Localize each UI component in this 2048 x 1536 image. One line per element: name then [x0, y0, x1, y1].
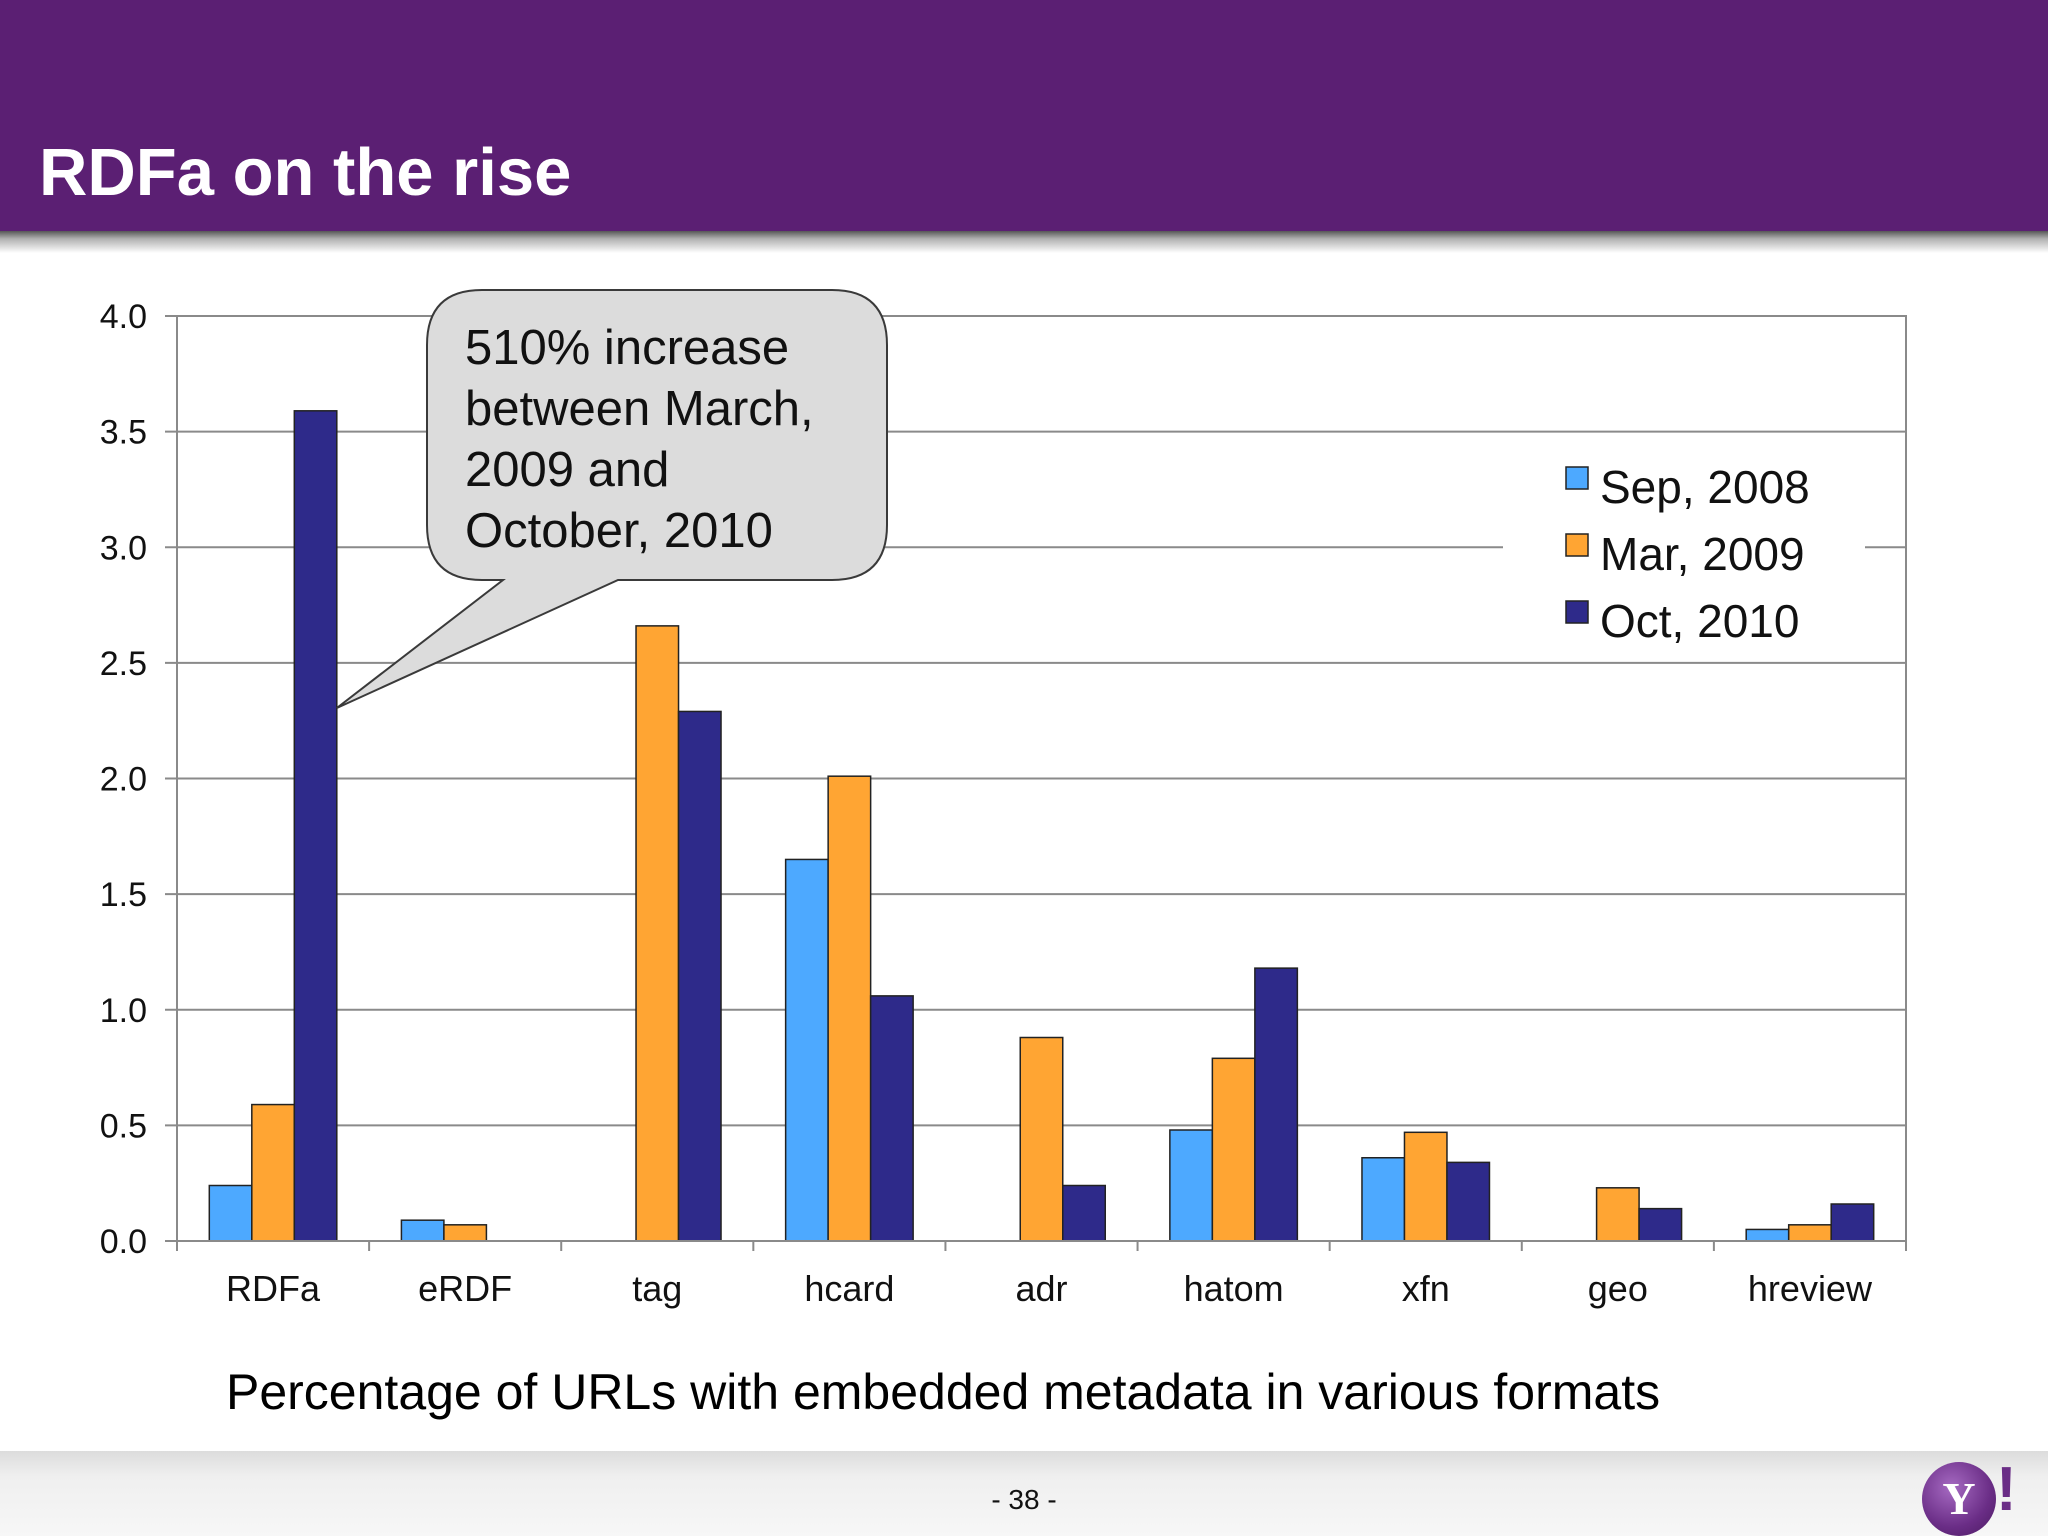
x-tick-label: hreview — [1748, 1268, 1873, 1309]
y-tick-label: 2.0 — [100, 761, 147, 799]
bar-hatom-series-1 — [1169, 1129, 1214, 1242]
bar-hcard-series-2 — [827, 775, 872, 1242]
bar-hcard-series-3 — [869, 995, 914, 1242]
yahoo-logo-icon: Y — [1922, 1462, 1996, 1536]
legend-swatch — [1565, 600, 1589, 624]
bar-tag-series-2 — [635, 625, 680, 1242]
y-tick-label: 3.0 — [100, 529, 147, 567]
annotation-callout: 510% increase between March, 2009 and Octob… — [336, 289, 888, 709]
footer-bar — [0, 1451, 2048, 1536]
y-tick-label: 0.5 — [100, 1107, 147, 1145]
legend-swatch — [1565, 466, 1589, 490]
bar-hreview-series-1 — [1745, 1228, 1790, 1242]
bar-hatom-series-2 — [1211, 1057, 1256, 1242]
slide-title: RDFa on the rise — [39, 135, 572, 210]
bar-rdfa-series-2 — [251, 1103, 296, 1242]
x-tick-label: tag — [632, 1268, 682, 1309]
bar-xfn-series-1 — [1361, 1157, 1406, 1242]
x-tick-label: geo — [1588, 1268, 1648, 1309]
bar-xfn-series-3 — [1446, 1161, 1491, 1242]
y-tick-label: 2.5 — [100, 645, 147, 683]
callout-bubble — [336, 289, 888, 709]
y-tick-labels: 0.0 0.5 1.0 1.5 2.0 2.5 3.0 3.5 4.0 — [100, 298, 147, 1261]
bar-hatom-series-3 — [1254, 967, 1299, 1242]
axes — [165, 315, 1907, 1251]
x-tick-label: adr — [1015, 1268, 1067, 1309]
yahoo-exclamation-mark: ! — [1996, 1455, 2017, 1524]
x-tick-label: RDFa — [226, 1268, 321, 1309]
bar-rdfa-series-3 — [293, 410, 338, 1242]
callout-text: 510% increase between March, 2009 and Octob… — [465, 321, 814, 558]
callout-line: October, 2010 — [465, 504, 773, 558]
legend-label: Mar, 2009 — [1600, 528, 1805, 580]
bar-erdf-series-2 — [443, 1224, 488, 1242]
title-bar — [0, 0, 2048, 231]
title-bar-shadow — [0, 231, 2048, 253]
bar-adr-series-2 — [1019, 1036, 1064, 1242]
legend-box — [1503, 444, 1865, 654]
legend-swatch — [1565, 533, 1589, 557]
chart-caption: Percentage of URLs with embedded metadat… — [226, 1364, 1661, 1420]
legend-label: Sep, 2008 — [1600, 461, 1810, 513]
y-tick-label: 1.0 — [100, 992, 147, 1030]
x-tick-labels: RDFa eRDF tag hcard adr hatom xfn geo hreview — [226, 1268, 1873, 1309]
bar-geo-series-3 — [1638, 1207, 1683, 1242]
bar-geo-series-2 — [1595, 1187, 1640, 1242]
x-tick-label: hatom — [1184, 1268, 1284, 1309]
bar-hcard-series-1 — [784, 858, 829, 1242]
y-tick-label: 3.5 — [100, 414, 147, 452]
x-tick-label: xfn — [1402, 1268, 1450, 1309]
legend-label: Oct, 2010 — [1600, 595, 1799, 647]
bar-adr-series-3 — [1062, 1184, 1106, 1242]
bar-xfn-series-2 — [1403, 1131, 1448, 1242]
bar-hreview-series-3 — [1830, 1203, 1875, 1242]
bar-hreview-series-2 — [1787, 1224, 1832, 1242]
callout-line: 510% increase — [465, 321, 789, 375]
bar-rdfa-series-1 — [208, 1184, 253, 1242]
y-tick-label: 4.0 — [100, 298, 147, 336]
y-tick-label: 1.5 — [100, 876, 147, 914]
callout-line: between March, — [465, 382, 814, 436]
x-tick-label: eRDF — [418, 1268, 512, 1309]
x-tick-label: hcard — [804, 1268, 894, 1309]
callout-line: 2009 and — [465, 443, 669, 497]
y-tick-label: 0.0 — [100, 1223, 147, 1261]
page-number: - 38 - — [991, 1484, 1057, 1515]
bar-erdf-series-1 — [400, 1219, 445, 1242]
bar-tag-series-3 — [677, 710, 722, 1242]
legend: Sep, 2008 Mar, 2009 Oct, 2010 — [1503, 444, 1865, 654]
